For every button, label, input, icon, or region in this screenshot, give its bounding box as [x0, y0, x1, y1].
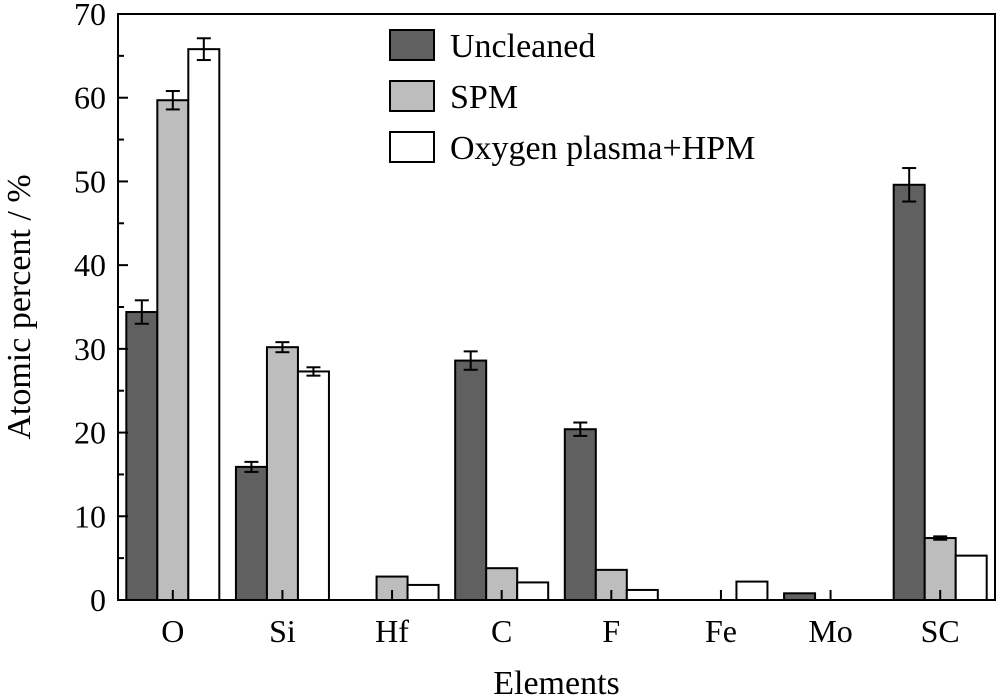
y-axis-title: Atomic percent / %	[1, 174, 38, 439]
x-axis-title: Elements	[493, 665, 620, 700]
x-tick-label: C	[491, 613, 512, 649]
x-tick-label: F	[602, 613, 620, 649]
x-tick-label: O	[161, 613, 184, 649]
y-tick-label: 60	[74, 80, 106, 116]
bar-SC-uncleaned	[892, 183, 926, 602]
y-tick-label: 10	[74, 498, 106, 534]
x-tick-label: Mo	[808, 613, 852, 649]
bar-Fe-oxygen-plasma-hpm	[735, 580, 769, 602]
legend-swatch-0	[389, 29, 435, 61]
y-tick-label: 40	[74, 247, 106, 283]
legend-swatch-2	[389, 131, 435, 163]
bar-Si-oxygen-plasma-hpm	[296, 370, 330, 601]
x-tick-label: SC	[921, 613, 960, 649]
bar-O-uncleaned	[125, 311, 159, 601]
y-tick-label: 0	[90, 582, 106, 618]
x-tick-label: Si	[269, 613, 296, 649]
y-tick-label: 50	[74, 163, 106, 199]
legend-swatch-1	[389, 80, 435, 112]
bar-Mo-uncleaned	[783, 592, 817, 601]
x-axis: O Si Hf C F Fe Mo SC	[161, 590, 960, 649]
legend-label-1: SPM	[450, 79, 518, 116]
legend-label-2: Oxygen plasma+HPM	[450, 130, 755, 167]
legend-label-0: Uncleaned	[450, 28, 595, 65]
x-tick-label: Fe	[705, 613, 737, 649]
bar-O-spm	[156, 99, 190, 602]
bar-C-uncleaned	[454, 359, 488, 601]
bar-Hf-oxygen-plasma-hpm	[406, 583, 440, 602]
bar-Si-spm	[265, 346, 299, 601]
bar-Si-uncleaned	[234, 465, 268, 601]
bar-SC-spm	[923, 537, 957, 602]
bar-SC-oxygen-plasma-hpm	[954, 554, 988, 601]
y-tick-label: 20	[74, 415, 106, 451]
bar-F-oxygen-plasma-hpm	[625, 588, 659, 601]
error-bars-layer	[134, 37, 948, 541]
bar-F-uncleaned	[563, 428, 597, 602]
y-axis: 0 10 20 30 40 50 60 70	[74, 0, 128, 618]
y-tick-label: 30	[74, 331, 106, 367]
bar-O-oxygen-plasma-hpm	[187, 48, 221, 602]
y-tick-label: 70	[74, 0, 106, 32]
legend: Uncleaned SPM Oxygen plasma+HPM	[389, 28, 755, 167]
x-tick-label: Hf	[375, 613, 409, 649]
bar-C-oxygen-plasma-hpm	[516, 581, 550, 601]
